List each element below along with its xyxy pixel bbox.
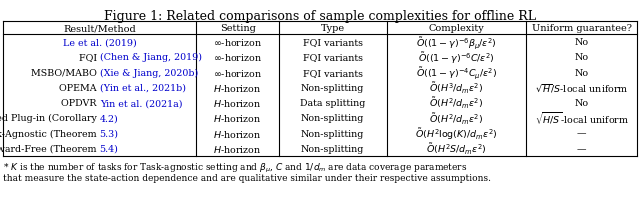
Text: $\tilde{O}(H^2S/d_m\epsilon^2)$: $\tilde{O}(H^2S/d_m\epsilon^2)$ [426, 141, 486, 156]
Text: 5.3): 5.3) [100, 129, 118, 138]
Text: Type: Type [321, 24, 345, 33]
Text: Uniform guarantee?: Uniform guarantee? [532, 24, 632, 33]
Text: 4.2): 4.2) [100, 114, 118, 123]
Text: $\sqrt{H}/S$-local uniform: $\sqrt{H}/S$-local uniform [534, 82, 628, 94]
Text: —: — [577, 129, 586, 138]
Text: $H$-horizon: $H$-horizon [213, 98, 262, 109]
Text: MSBO/MABO (Xie & Jiang, 2020b): MSBO/MABO (Xie & Jiang, 2020b) [16, 68, 183, 77]
Text: FQI variants: FQI variants [303, 68, 363, 77]
Text: (Chen & Jiang, 2019): (Chen & Jiang, 2019) [100, 53, 202, 62]
Text: Non-splitting: Non-splitting [301, 83, 364, 92]
Text: No: No [575, 99, 589, 108]
Text: Non-splitting: Non-splitting [301, 129, 364, 138]
Text: OPEMA (Yin et al., 2021b): OPEMA (Yin et al., 2021b) [36, 83, 163, 92]
Text: No: No [575, 68, 589, 77]
Text: No: No [575, 53, 589, 62]
Text: FQI variants: FQI variants [303, 38, 363, 47]
Text: $H$-horizon: $H$-horizon [213, 82, 262, 93]
Text: FQI: FQI [79, 53, 100, 62]
Text: Non-splitting: Non-splitting [301, 114, 364, 123]
Text: (Yin et al., 2021b): (Yin et al., 2021b) [100, 83, 186, 92]
Text: Complexity: Complexity [428, 24, 484, 33]
Text: $\tilde{O}(H^2/d_m\epsilon^2)$: $\tilde{O}(H^2/d_m\epsilon^2)$ [429, 95, 483, 111]
Text: Data splitting: Data splitting [300, 99, 365, 108]
Text: $\tilde{O}(H^3/d_m\epsilon^2)$: $\tilde{O}(H^3/d_m\epsilon^2)$ [429, 80, 483, 96]
Text: Non-splitting: Non-splitting [301, 144, 364, 153]
Text: Result/Method: Result/Method [63, 24, 136, 33]
Text: Model-based Plug-in (Corollary: Model-based Plug-in (Corollary [0, 114, 100, 123]
Text: —: — [577, 144, 586, 153]
Text: $H$-horizon: $H$-horizon [213, 143, 262, 154]
Text: Model-based Plug-in (Corollary 4.2): Model-based Plug-in (Corollary 4.2) [13, 114, 186, 123]
Text: $\tilde{O}((1-\gamma)^{-6}C/\epsilon^2)$: $\tilde{O}((1-\gamma)^{-6}C/\epsilon^2)$ [418, 50, 495, 65]
Text: Task-Agnostic (Theorem 5.3): Task-Agnostic (Theorem 5.3) [30, 129, 169, 138]
Text: $\infty$-horizon: $\infty$-horizon [213, 37, 262, 48]
Text: OPDVR: OPDVR [61, 99, 100, 108]
Text: MSBO/MABO: MSBO/MABO [31, 68, 100, 77]
Text: $\sqrt{H/S}$-local uniform: $\sqrt{H/S}$-local uniform [534, 110, 628, 126]
Text: Setting: Setting [220, 24, 255, 33]
Text: $\infty$-horizon: $\infty$-horizon [213, 52, 262, 63]
Text: No: No [575, 38, 589, 47]
Text: 5.4): 5.4) [100, 144, 118, 153]
Text: $\tilde{O}((1-\gamma)^{-4}C_\mu/\epsilon^2)$: $\tilde{O}((1-\gamma)^{-4}C_\mu/\epsilon… [415, 65, 497, 81]
Text: $\tilde{O}((1-\gamma)^{-6}\beta_\mu/\epsilon^2)$: $\tilde{O}((1-\gamma)^{-6}\beta_\mu/\eps… [416, 34, 497, 50]
Text: OPEMA: OPEMA [59, 83, 100, 92]
Text: Task-Agnostic (Theorem: Task-Agnostic (Theorem [0, 129, 100, 138]
Text: Reward-Free (Theorem 5.4): Reward-Free (Theorem 5.4) [33, 144, 167, 153]
Text: (Xie & Jiang, 2020b): (Xie & Jiang, 2020b) [100, 68, 198, 77]
Text: $H$-horizon: $H$-horizon [213, 113, 262, 124]
Text: Reward-Free (Theorem: Reward-Free (Theorem [0, 144, 100, 153]
Text: $\tilde{O}(H^2\log(K)/d_m\epsilon^2)$: $\tilde{O}(H^2\log(K)/d_m\epsilon^2)$ [415, 126, 497, 141]
Text: * $K$ is the number of tasks for Task-agnostic setting and $\beta_\mu$, $C$ and : * $K$ is the number of tasks for Task-ag… [3, 161, 467, 174]
Text: $\infty$-horizon: $\infty$-horizon [213, 67, 262, 78]
Text: FQI (Chen & Jiang, 2019): FQI (Chen & Jiang, 2019) [38, 53, 161, 62]
Text: $\tilde{O}(H^2/d_m\epsilon^2)$: $\tilde{O}(H^2/d_m\epsilon^2)$ [429, 111, 483, 126]
Text: FQI variants: FQI variants [303, 53, 363, 62]
Text: OPDVR Yin et al. (2021a): OPDVR Yin et al. (2021a) [39, 99, 160, 108]
Text: Le et al. (2019): Le et al. (2019) [63, 38, 136, 47]
Text: Yin et al. (2021a): Yin et al. (2021a) [100, 99, 182, 108]
Text: $H$-horizon: $H$-horizon [213, 128, 262, 139]
Text: Figure 1: Related comparisons of sample complexities for offline RL: Figure 1: Related comparisons of sample … [104, 10, 536, 23]
Text: that measure the state-action dependence and are qualitative similar under their: that measure the state-action dependence… [3, 173, 491, 182]
